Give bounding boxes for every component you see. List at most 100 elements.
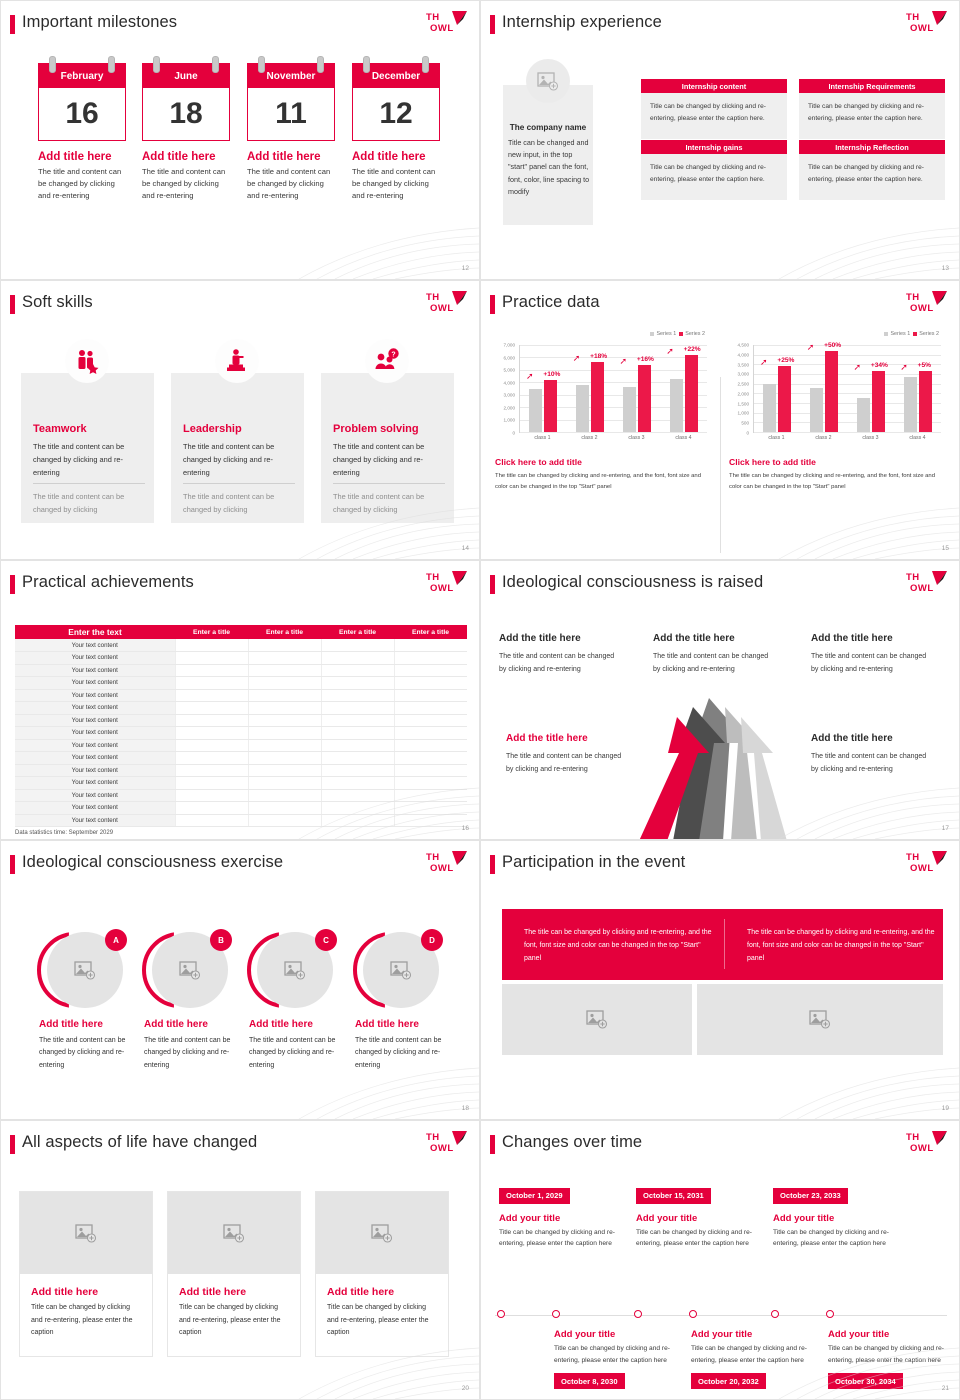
timeline-item-lower[interactable]: Add your title Title can be changed by c…	[691, 1329, 817, 1390]
photo-placeholder-left[interactable]	[502, 984, 692, 1055]
table-cell[interactable]	[394, 764, 467, 777]
table-cell[interactable]	[248, 789, 322, 802]
internship-card[interactable]: Internship content Title can be changed …	[641, 79, 787, 139]
card-image-placeholder[interactable]	[168, 1192, 300, 1274]
table-cell[interactable]	[175, 651, 249, 665]
table-cell-label[interactable]: Your text content	[15, 639, 176, 652]
table-cell-label[interactable]: Your text content	[15, 664, 176, 677]
table-cell[interactable]	[175, 701, 249, 715]
card-image-placeholder[interactable]	[316, 1192, 448, 1274]
table-cell[interactable]	[394, 776, 467, 790]
card-image-placeholder[interactable]	[20, 1192, 152, 1274]
circle-image-placeholder[interactable]	[152, 932, 228, 1008]
table-cell[interactable]	[248, 751, 322, 765]
table-cell[interactable]	[175, 689, 249, 702]
life-card[interactable]: Add title here Title can be changed by c…	[19, 1191, 153, 1357]
table-cell[interactable]	[248, 714, 322, 727]
internship-card[interactable]: Internship Reflection Title can be chang…	[799, 140, 945, 200]
table-cell[interactable]	[394, 651, 467, 665]
table-header-cell[interactable]: Enter a title	[321, 625, 394, 639]
table-cell-label[interactable]: Your text content	[15, 676, 176, 690]
table-row[interactable]: Your text content	[15, 689, 467, 702]
table-cell-label[interactable]: Your text content	[15, 651, 176, 665]
table-cell[interactable]	[394, 801, 467, 815]
table-cell[interactable]	[394, 714, 467, 727]
table-cell[interactable]	[394, 664, 467, 677]
table-header-cell[interactable]: Enter a title	[175, 625, 248, 639]
table-cell[interactable]	[175, 726, 249, 740]
table-row[interactable]: Your text content	[15, 751, 467, 765]
table-cell[interactable]	[394, 814, 467, 827]
soft-skill-card[interactable]: Teamwork The title and content can be ch…	[21, 373, 154, 523]
table-cell[interactable]	[248, 739, 322, 752]
timeline-item-upper[interactable]: October 1, 2029 Add your title Title can…	[499, 1185, 625, 1250]
soft-skill-card[interactable]: Problem solving The title and content ca…	[321, 373, 454, 523]
table-cell[interactable]	[321, 814, 395, 827]
table-cell[interactable]	[248, 701, 322, 715]
table-cell[interactable]	[321, 639, 395, 652]
table-row[interactable]: Your text content	[15, 639, 467, 652]
table-cell[interactable]	[394, 751, 467, 765]
table-cell[interactable]	[321, 676, 395, 690]
table-cell[interactable]	[321, 776, 395, 790]
table-cell-label[interactable]: Your text content	[15, 689, 176, 702]
milestone-card[interactable]: February 16 Add title here The title and…	[38, 56, 126, 201]
table-cell[interactable]	[175, 764, 249, 777]
milestone-card[interactable]: June 18 Add title here The title and con…	[142, 56, 230, 201]
table-cell[interactable]	[248, 726, 322, 740]
table-cell[interactable]	[175, 789, 249, 802]
table-cell[interactable]	[321, 801, 395, 815]
table-row[interactable]: Your text content	[15, 714, 467, 727]
exercise-circle-item[interactable]: D Add title here The title and content c…	[353, 929, 445, 1069]
life-card[interactable]: Add title here Title can be changed by c…	[167, 1191, 301, 1357]
table-cell[interactable]	[394, 789, 467, 802]
table-cell[interactable]	[175, 714, 249, 727]
ideology-title[interactable]: Add the title here	[499, 633, 581, 644]
table-cell[interactable]	[175, 751, 249, 765]
table-cell[interactable]	[248, 689, 322, 702]
table-row[interactable]: Your text content	[15, 801, 467, 815]
photo-placeholder-right[interactable]	[697, 984, 943, 1055]
table-cell[interactable]	[321, 751, 395, 765]
table-cell[interactable]	[321, 651, 395, 665]
company-image-placeholder[interactable]	[526, 59, 570, 103]
table-row[interactable]: Your text content	[15, 726, 467, 740]
milestone-card[interactable]: November 11 Add title here The title and…	[247, 56, 335, 201]
milestone-card[interactable]: December 12 Add title here The title and…	[352, 56, 440, 201]
table-cell[interactable]	[321, 701, 395, 715]
chart-caption-title[interactable]: Click here to add title	[495, 457, 582, 467]
table-row[interactable]: Your text content	[15, 789, 467, 802]
table-cell[interactable]	[321, 689, 395, 702]
table-cell-label[interactable]: Your text content	[15, 714, 176, 727]
timeline-item-lower[interactable]: Add your title Title can be changed by c…	[828, 1329, 954, 1390]
table-cell[interactable]	[248, 764, 322, 777]
table-cell[interactable]	[248, 776, 322, 790]
table-header-cell[interactable]: Enter a title	[248, 625, 321, 639]
table-cell[interactable]	[248, 639, 322, 652]
ideology-title[interactable]: Add the title here	[811, 733, 893, 744]
table-cell-label[interactable]: Your text content	[15, 751, 176, 765]
table-cell[interactable]	[321, 664, 395, 677]
table-cell-label[interactable]: Your text content	[15, 789, 176, 802]
table-cell[interactable]	[321, 739, 395, 752]
timeline-item-upper[interactable]: October 23, 2033 Add your title Title ca…	[773, 1185, 899, 1250]
table-row[interactable]: Your text content	[15, 814, 467, 827]
table-header-cell[interactable]: Enter the text	[15, 625, 175, 639]
table-row[interactable]: Your text content	[15, 676, 467, 690]
table-cell-label[interactable]: Your text content	[15, 814, 176, 827]
table-cell[interactable]	[248, 814, 322, 827]
table-row[interactable]: Your text content	[15, 701, 467, 715]
table-cell[interactable]	[321, 764, 395, 777]
table-cell[interactable]	[321, 726, 395, 740]
table-cell[interactable]	[394, 701, 467, 715]
ideology-title[interactable]: Add the title here	[811, 633, 893, 644]
table-cell[interactable]	[321, 714, 395, 727]
internship-card[interactable]: Internship gains Title can be changed by…	[641, 140, 787, 200]
exercise-circle-item[interactable]: C Add title here The title and content c…	[247, 929, 339, 1069]
table-cell[interactable]	[175, 676, 249, 690]
table-row[interactable]: Your text content	[15, 739, 467, 752]
table-cell[interactable]	[394, 726, 467, 740]
chart-caption-title[interactable]: Click here to add title	[729, 457, 816, 467]
table-cell[interactable]	[175, 664, 249, 677]
table-cell-label[interactable]: Your text content	[15, 701, 176, 715]
